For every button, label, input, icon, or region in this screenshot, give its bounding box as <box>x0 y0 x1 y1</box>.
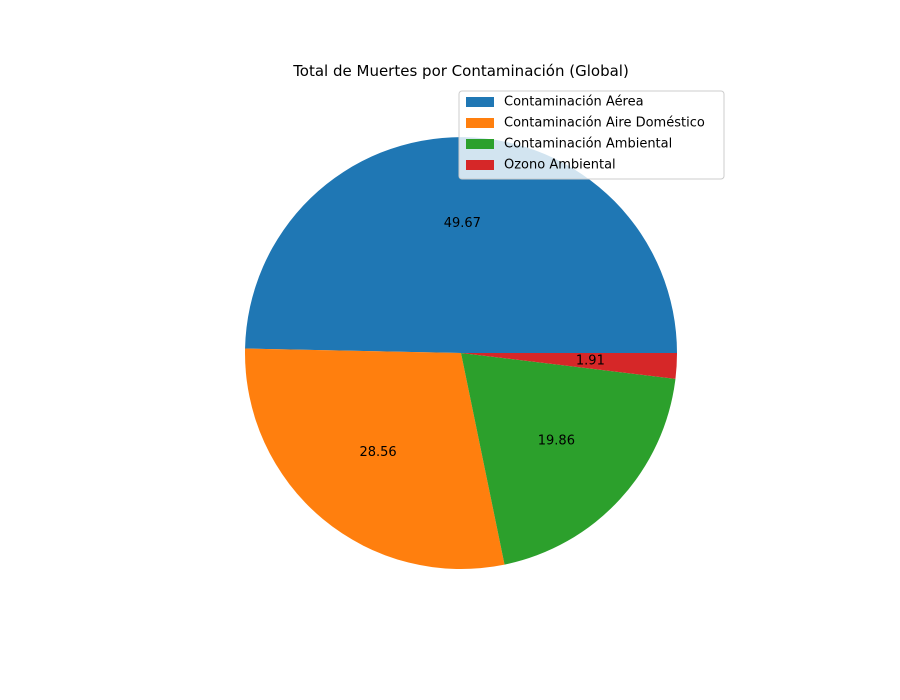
legend-label: Contaminación Aire Doméstico <box>504 116 705 131</box>
pie-value-label: 19.86 <box>538 433 575 448</box>
pie-value-label: 1.91 <box>576 353 605 368</box>
legend-label: Contaminación Aérea <box>504 95 644 110</box>
pie-slice <box>461 353 676 565</box>
legend-frame <box>458 90 725 180</box>
pie-value-label: 28.56 <box>359 445 396 460</box>
legend-swatch <box>466 97 494 107</box>
pie-slices <box>245 137 678 570</box>
legend-swatch <box>466 118 494 128</box>
legend: Contaminación Aérea Contaminación Aire Do… <box>458 90 725 180</box>
pie-slice <box>245 348 505 570</box>
legend-label: Ozono Ambiental <box>504 158 616 173</box>
legend-swatch <box>466 139 494 149</box>
pie-value-label: 49.67 <box>444 216 481 231</box>
legend-swatch <box>466 160 494 170</box>
legend-label: Contaminación Ambiental <box>504 137 672 152</box>
pie-slice <box>461 353 678 379</box>
chart-title: Total de Muertes por Contaminación (Glob… <box>292 62 629 80</box>
pie-value-labels: 49.67 28.56 19.86 1.91 <box>359 216 604 460</box>
pie-slice <box>245 137 678 353</box>
